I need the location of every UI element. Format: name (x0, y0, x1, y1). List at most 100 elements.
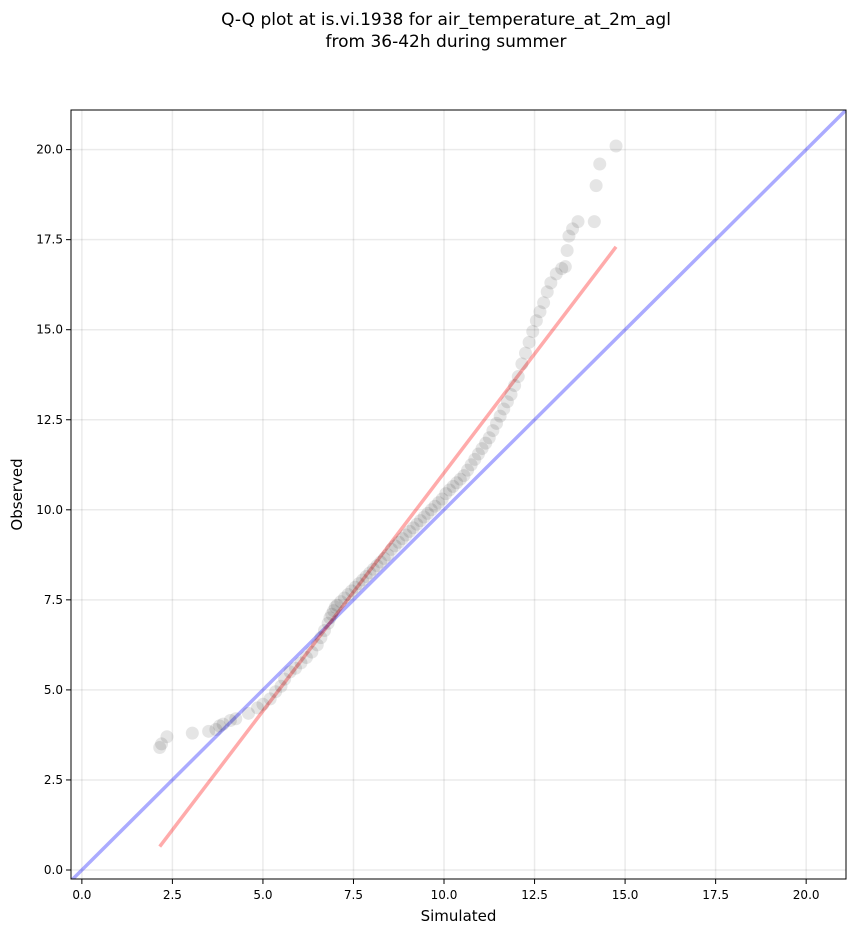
data-point (314, 631, 328, 645)
data-point (482, 431, 496, 445)
data-point (555, 261, 569, 275)
data-point (515, 357, 529, 371)
data-point (560, 243, 574, 257)
data-point (294, 656, 308, 670)
data-point (435, 492, 449, 506)
data-point (453, 472, 467, 486)
data-point (549, 267, 563, 281)
data-point (461, 463, 475, 477)
data-point (241, 706, 255, 720)
data-point (450, 476, 464, 490)
data-point (345, 584, 359, 598)
data-point (493, 409, 507, 423)
data-point (160, 730, 174, 744)
data-point (185, 726, 199, 740)
y-axis-ticks: 0.0 2.5 5.0 7.5 10.0 12.5 15.0 17.5 20.0 (36, 143, 71, 877)
data-point (356, 573, 370, 587)
data-point (363, 566, 377, 580)
data-point (202, 724, 216, 738)
data-point (289, 661, 303, 675)
data-point (209, 723, 223, 737)
data-point (500, 395, 514, 409)
data-point (417, 510, 431, 524)
y-tick-label: 20.0 (36, 143, 63, 157)
y-tick-label: 7.5 (44, 593, 63, 607)
data-point (442, 483, 456, 497)
data-point (504, 388, 518, 402)
data-point (562, 229, 576, 243)
data-point (479, 436, 493, 450)
data-point (334, 595, 348, 609)
data-point (410, 517, 424, 531)
data-point (341, 587, 355, 601)
data-point (216, 717, 230, 731)
data-point (352, 577, 366, 591)
data-point (457, 469, 471, 483)
data-point (392, 535, 406, 549)
chart-title-line: from 36-42h during summer (326, 32, 567, 52)
data-point (337, 591, 351, 605)
data-point (522, 335, 536, 349)
data-point (318, 623, 332, 637)
chart-title-line: Q-Q plot at is.vi.1938 for air_temperatu… (221, 10, 671, 30)
data-point (609, 139, 623, 153)
data-points (153, 139, 623, 755)
x-tick-label: 2.5 (163, 888, 182, 902)
grid (71, 110, 846, 879)
data-point (395, 532, 409, 546)
x-axis-label: Simulated (421, 907, 497, 925)
data-point (328, 600, 342, 614)
x-tick-label: 10.0 (431, 888, 458, 902)
data-point (399, 528, 413, 542)
data-point (428, 499, 442, 513)
data-point (366, 562, 380, 576)
data-point (486, 424, 500, 438)
data-point (283, 665, 297, 679)
chart-title: Q-Q plot at is.vi.1938 for air_temperatu… (221, 10, 671, 52)
data-point (540, 285, 554, 299)
data-point (544, 276, 558, 290)
data-point (526, 325, 540, 339)
data-point (370, 559, 384, 573)
data-point (299, 650, 313, 664)
data-point (374, 555, 388, 569)
data-point (323, 611, 337, 625)
x-tick-label: 7.5 (344, 888, 363, 902)
data-point (359, 569, 373, 583)
data-point (263, 692, 277, 706)
data-point (403, 524, 417, 538)
x-tick-label: 17.5 (702, 888, 729, 902)
data-point (278, 672, 292, 686)
y-tick-label: 0.0 (44, 863, 63, 877)
data-point (330, 598, 344, 612)
identity-line (71, 110, 846, 879)
data-point (518, 346, 532, 360)
y-tick-label: 17.5 (36, 233, 63, 247)
data-point (589, 179, 603, 193)
x-tick-label: 5.0 (253, 888, 272, 902)
plot-frame (70, 109, 847, 880)
data-point (508, 379, 522, 393)
data-point (537, 296, 551, 310)
data-point (388, 539, 402, 553)
data-point (587, 215, 601, 229)
data-point (471, 447, 485, 461)
data-point (153, 741, 167, 755)
data-point (468, 452, 482, 466)
data-point (432, 496, 446, 510)
y-tick-label: 15.0 (36, 323, 63, 337)
data-point (439, 487, 453, 501)
data-point (413, 514, 427, 528)
data-point (223, 714, 237, 728)
data-point (155, 737, 169, 751)
fit-line (158, 245, 618, 848)
data-point (381, 548, 395, 562)
x-tick-label: 12.5 (521, 888, 548, 902)
y-tick-label: 12.5 (36, 413, 63, 427)
data-point (406, 521, 420, 535)
data-point (558, 260, 572, 274)
data-point (497, 402, 511, 416)
data-point (533, 305, 547, 319)
